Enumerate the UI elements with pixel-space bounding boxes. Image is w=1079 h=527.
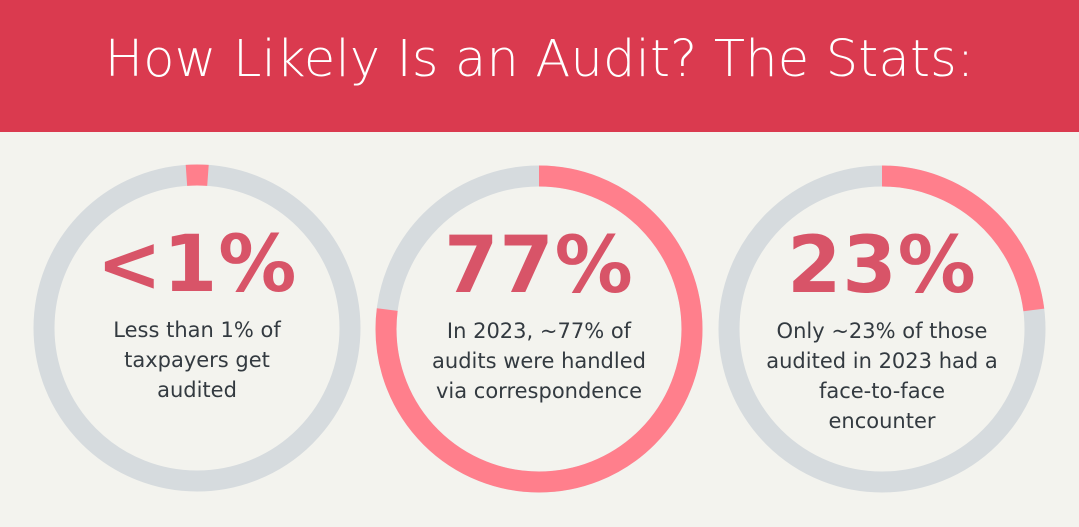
stat-value: 77%	[444, 221, 634, 311]
ring-segment	[33, 164, 361, 492]
page-title: How Likely Is an Audit? The Stats:	[104, 29, 975, 89]
stat-card-correspondence: 77% In 2023, ~77% of audits were handled…	[374, 164, 704, 494]
stat-value: <1%	[96, 220, 298, 310]
stat-card-face-to-face: 23% Only ~23% of those audited in 2023 h…	[717, 164, 1047, 494]
ring-segment	[718, 165, 1046, 493]
stat-value: 23%	[787, 221, 977, 311]
donut-ring	[718, 165, 1046, 493]
donut-ring	[33, 164, 361, 492]
ring-segment	[375, 165, 703, 493]
stat-card-audit-rate: <1% Less than 1% of taxpayers get audite…	[32, 163, 362, 493]
stat-description: In 2023, ~77% of audits were handled via…	[432, 319, 646, 403]
donut-ring	[375, 165, 703, 493]
stat-description: Only ~23% of those audited in 2023 had a…	[766, 319, 998, 433]
stat-description: Less than 1% of taxpayers get audited	[113, 318, 281, 402]
header-banner: How Likely Is an Audit? The Stats:	[0, 0, 1079, 132]
